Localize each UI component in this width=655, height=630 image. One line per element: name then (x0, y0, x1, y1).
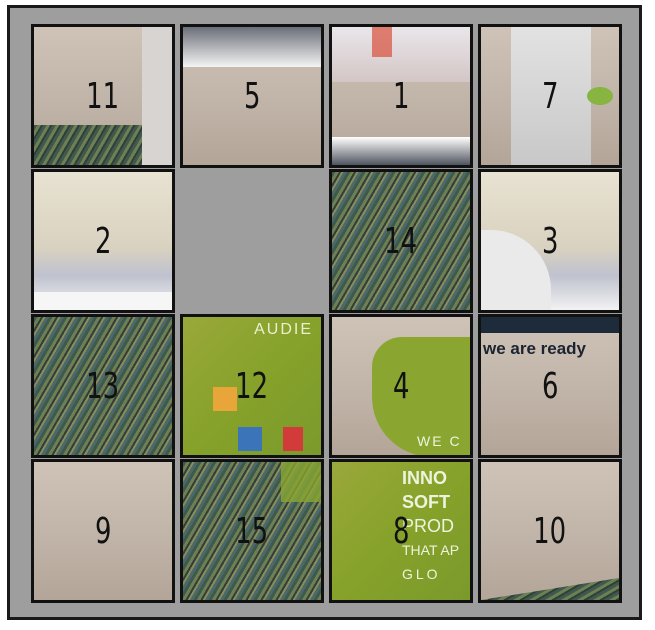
tile-number: 10 (533, 510, 567, 552)
empty-slot[interactable] (180, 169, 324, 313)
green-splash (372, 337, 470, 455)
tile-15[interactable]: 15 (180, 459, 324, 603)
wall-text-block: INNO SOFT PROD THAT AP GLO (402, 466, 459, 586)
tile-number: 3 (541, 220, 559, 262)
tile-number: 4 (392, 365, 410, 407)
tile-number: 8 (392, 510, 410, 552)
sign-lettering (34, 292, 172, 310)
wall-text-glo: GLO (402, 566, 441, 582)
tile-number: 1 (392, 75, 410, 117)
tile-3[interactable]: 3 (478, 169, 622, 313)
tile-number: 11 (86, 75, 120, 117)
tile-6[interactable]: we are ready 6 (478, 314, 622, 458)
tile-number: 13 (86, 365, 120, 407)
tile-number: 7 (541, 75, 559, 117)
green-corner (281, 462, 321, 502)
tile-14[interactable]: 14 (329, 169, 473, 313)
tile-11[interactable]: 11 (31, 24, 175, 168)
red-sign (372, 27, 392, 57)
sign-lettering (481, 317, 619, 333)
wall-text-soft: SOFT (402, 492, 450, 512)
tile-9[interactable]: 9 (31, 459, 175, 603)
curved-wall (481, 230, 551, 310)
tile-7[interactable]: 7 (478, 24, 622, 168)
tile-13[interactable]: 13 (31, 314, 175, 458)
sign-lettering (183, 27, 321, 67)
tile-4[interactable]: WE C 4 (329, 314, 473, 458)
wall-text-innov: INNO (402, 468, 447, 488)
tile-number: 15 (235, 510, 269, 552)
plant-leaf (587, 87, 613, 105)
wall-text-audience: AUDIE (254, 321, 313, 338)
tile-12[interactable]: AUDIE 12 (180, 314, 324, 458)
wall-text-that-ap: THAT AP (402, 542, 460, 558)
wall-text-prod: PROD (402, 516, 455, 536)
tile-number: 12 (235, 365, 269, 407)
wall-text-we-are-ready: we are ready (483, 339, 587, 358)
tile-number: 14 (384, 220, 418, 262)
tile-number: 5 (243, 75, 261, 117)
wall-text-we-c: WE C (417, 433, 462, 449)
hexagon-orange (213, 387, 237, 411)
tile-5[interactable]: 5 (180, 24, 324, 168)
hexagon-blue (238, 427, 262, 451)
tile-8[interactable]: INNO SOFT PROD THAT AP GLO 8 (329, 459, 473, 603)
tile-2[interactable]: 2 (31, 169, 175, 313)
hexagon-red (283, 427, 303, 451)
puzzle-board: 11 5 1 7 2 14 3 13 AUDIE 12 (7, 5, 642, 620)
carpet-corner (481, 578, 619, 600)
tile-number: 9 (94, 510, 112, 552)
pillar (142, 27, 172, 165)
glass-window (511, 27, 591, 165)
tile-number: 6 (541, 365, 559, 407)
tile-10[interactable]: 10 (478, 459, 622, 603)
sign-lettering (332, 137, 470, 165)
tile-number: 2 (94, 220, 112, 262)
wall-panel (332, 27, 470, 82)
tile-1[interactable]: 1 (329, 24, 473, 168)
